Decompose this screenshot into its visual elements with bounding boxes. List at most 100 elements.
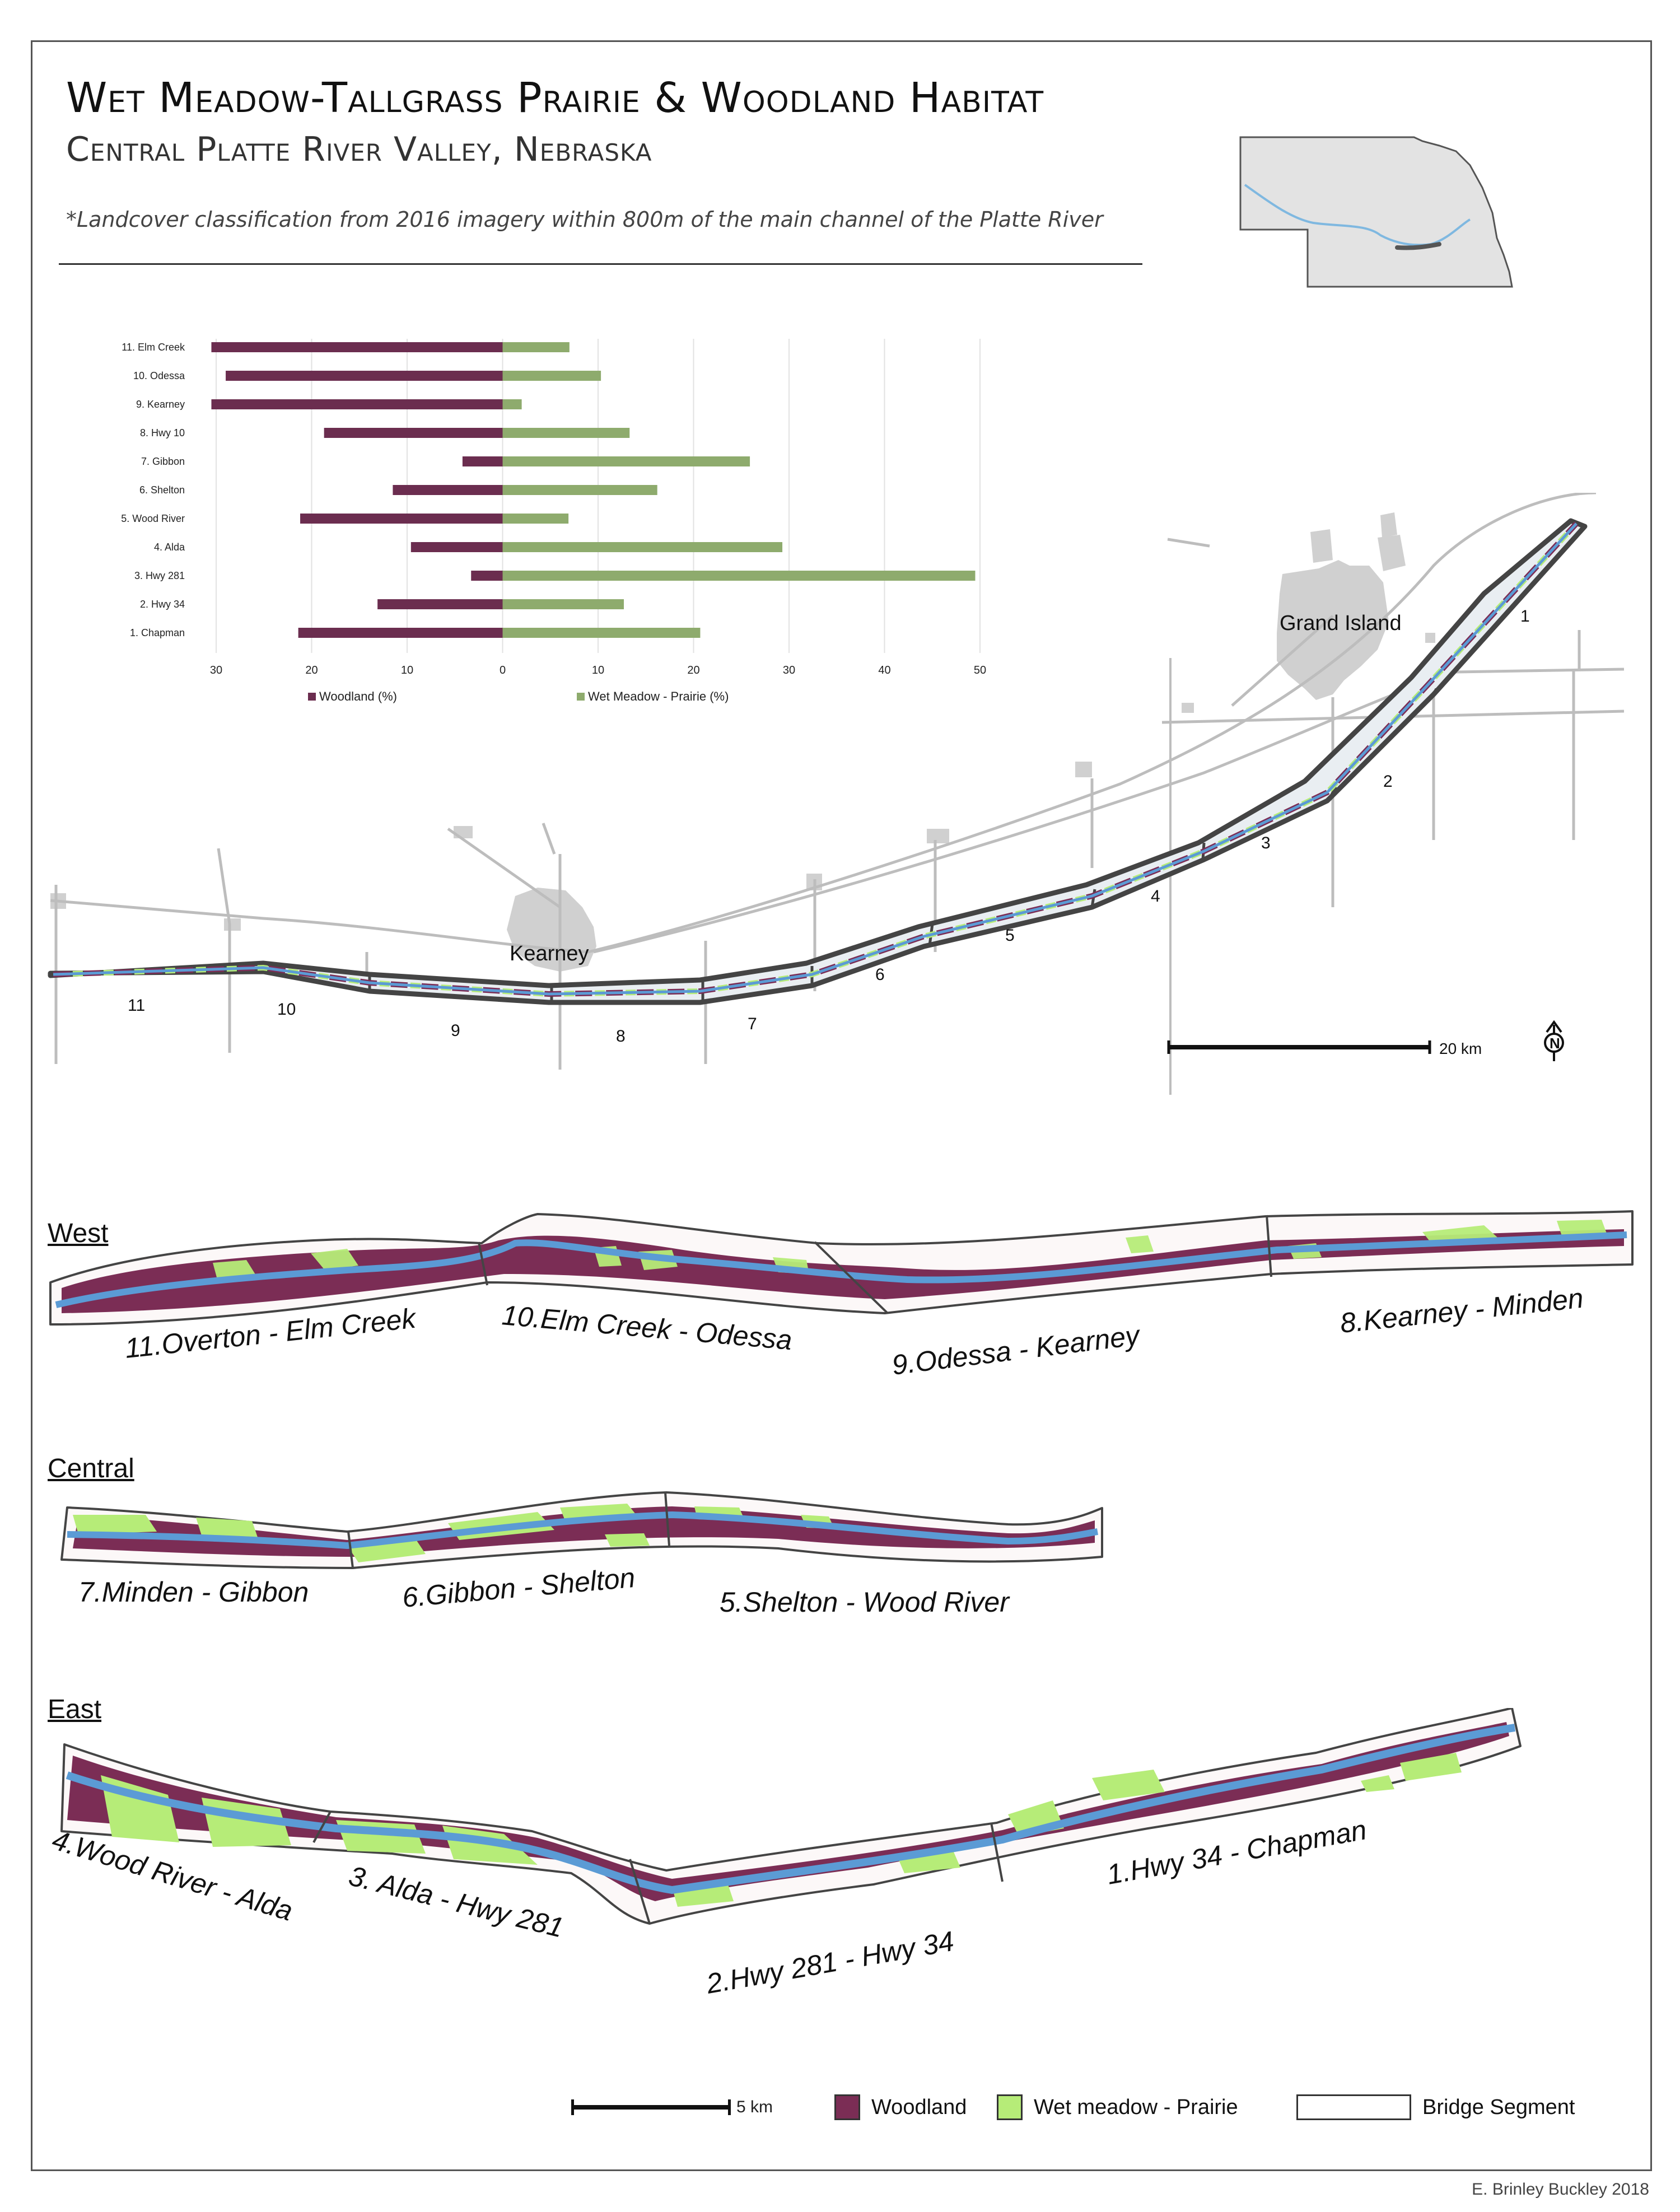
legend-scale-label: 5 km xyxy=(736,2098,773,2116)
habitat-bar-chart: 30 20 10 0 10 20 30 40 50 11. Elm Creek 10. Odessa… xyxy=(121,339,986,703)
woodland-swatch xyxy=(834,2094,860,2120)
segment-number: 9 xyxy=(451,1021,460,1040)
central-panel-map: 7.Minden - Gibbon 6.Gibbon - Shelton 5.S… xyxy=(60,1491,1103,1618)
wet-meadow-bar xyxy=(502,514,569,524)
west-segment-dividers xyxy=(478,1215,1272,1314)
east-segment-dividers xyxy=(312,1811,1004,1924)
x-tick-label: 30 xyxy=(210,664,222,676)
woodland-bar xyxy=(471,571,503,581)
chart-legend-swatch xyxy=(577,693,585,701)
wet-meadow-bar xyxy=(502,599,624,609)
segment-label-6: 6.Gibbon - Shelton xyxy=(401,1562,636,1613)
category-label: 10. Odessa xyxy=(133,370,185,381)
segment-number: 3 xyxy=(1261,834,1271,852)
east-woodland xyxy=(67,1722,1509,1901)
imagery-note: *Landcover classification from 2016 imag… xyxy=(66,207,1103,232)
wet-meadow-bar xyxy=(502,542,783,552)
map-frame xyxy=(31,40,1652,2171)
wet-meadow-swatch xyxy=(997,2094,1023,2120)
x-tick-label: 20 xyxy=(305,664,318,676)
chart-legend-label: Woodland (%) xyxy=(319,689,397,703)
wet-meadow-bar xyxy=(502,628,701,638)
map-title: Wet Meadow-Tallgrass Prairie & Woodland … xyxy=(66,74,1044,122)
east-panel-map: 4.Wood River - Alda 3. Alda - Hwy 281 2.… xyxy=(49,1708,1522,2000)
category-label: 9. Kearney xyxy=(136,399,185,410)
east-corridor xyxy=(60,1708,1522,1925)
category-label: 5. Wood River xyxy=(121,513,185,524)
west-woodland xyxy=(62,1229,1624,1313)
x-tick-label: 10 xyxy=(592,664,604,676)
woodland-bar xyxy=(462,456,503,466)
overview-map: Grand Island Kearney 1 2 3 4 5 6 7 8 9 1… xyxy=(48,493,1625,1095)
panel-heading-west: West xyxy=(48,1219,109,1248)
category-label: 2. Hwy 34 xyxy=(140,599,185,610)
author-credit: E. Brinley Buckley 2018 xyxy=(1472,2180,1649,2199)
map-subtitle-region: Central Platte River Valley, Nebraska xyxy=(66,130,652,169)
chart-legend-swatch xyxy=(308,693,316,701)
woodland-bar xyxy=(211,342,503,352)
segment-number: 2 xyxy=(1383,772,1393,791)
wet-meadow-bar xyxy=(502,456,750,466)
east-river xyxy=(66,1724,1516,1894)
woodland-bar xyxy=(300,514,503,524)
legend-item-woodland: Woodland xyxy=(834,2093,967,2122)
woodland-bar xyxy=(377,599,503,609)
chart-legend-label: Wet Meadow - Prairie (%) xyxy=(588,689,729,703)
segment-label-3: 3. Alda - Hwy 281 xyxy=(346,1860,567,1943)
central-wetmeadow xyxy=(73,1504,834,1562)
wet-meadow-bar xyxy=(502,485,657,495)
central-river xyxy=(67,1511,1098,1550)
category-label: 11. Elm Creek xyxy=(122,342,185,353)
woodland-bar xyxy=(298,628,503,638)
segment-number: 11 xyxy=(128,996,145,1015)
north-label: N xyxy=(1550,1035,1560,1052)
legend-item-bridge-segment: Bridge Segment xyxy=(1296,2093,1575,2122)
title-divider xyxy=(59,263,1142,265)
x-tick-label: 10 xyxy=(401,664,413,676)
wet-meadow-bar xyxy=(502,428,630,438)
wet-meadow-bar xyxy=(502,571,976,581)
legend-label: Bridge Segment xyxy=(1422,2095,1575,2119)
segment-number: 5 xyxy=(1005,926,1015,945)
segment-label-8: 8.Kearney - Minden xyxy=(1338,1282,1585,1339)
x-tick-label: 20 xyxy=(687,664,699,676)
overview-scale-bar: 20 km xyxy=(1167,1040,1482,1057)
x-tick-label: 40 xyxy=(878,664,890,676)
legend-scale-bar: 5 km xyxy=(571,2093,773,2122)
river-habitat-mix xyxy=(53,521,1579,997)
wet-meadow-bar xyxy=(502,342,570,352)
category-label: 6. Shelton xyxy=(139,484,185,496)
category-label: 8. Hwy 10 xyxy=(140,427,185,438)
segment-label-9: 9.Odessa - Kearney xyxy=(890,1319,1143,1381)
category-label: 4. Alda xyxy=(154,542,185,553)
segment-label-10: 10.Elm Creek - Odessa xyxy=(501,1299,794,1356)
category-label: 3. Hwy 281 xyxy=(134,570,185,581)
segment-label-5: 5.Shelton - Wood River xyxy=(720,1586,1010,1618)
west-river xyxy=(55,1231,1627,1308)
woodland-bar xyxy=(410,542,503,552)
grand-island-urban xyxy=(1277,560,1389,700)
x-tick-label: 30 xyxy=(783,664,795,676)
north-arrow-icon: N xyxy=(1544,1020,1564,1061)
panel-heading-central: Central xyxy=(48,1454,134,1483)
urban-areas xyxy=(50,512,1435,972)
city-label-kearney: Kearney xyxy=(510,942,589,965)
segment-number: 6 xyxy=(875,965,885,984)
x-tick-label: 0 xyxy=(500,664,506,676)
woodland-bar xyxy=(324,428,503,438)
segment-label-2: 2.Hwy 281 - Hwy 34 xyxy=(703,1925,956,2000)
segment-number: 10 xyxy=(277,1000,296,1019)
legend-label: Wet meadow - Prairie xyxy=(1034,2095,1238,2119)
panel-heading-east: East xyxy=(48,1695,102,1724)
category-label: 1. Chapman xyxy=(130,627,185,638)
segment-number: 8 xyxy=(616,1027,626,1046)
woodland-bar xyxy=(226,371,503,381)
city-label-grand-island: Grand Island xyxy=(1280,612,1402,635)
wet-meadow-bar xyxy=(502,399,522,409)
central-segment-dividers xyxy=(347,1492,670,1569)
woodland-bar xyxy=(211,399,503,409)
bridge-segment-swatch xyxy=(1296,2094,1411,2120)
segment-number: 1 xyxy=(1520,607,1530,626)
river-corridor-outline xyxy=(48,518,1588,1005)
x-tick-label: 50 xyxy=(974,664,986,676)
